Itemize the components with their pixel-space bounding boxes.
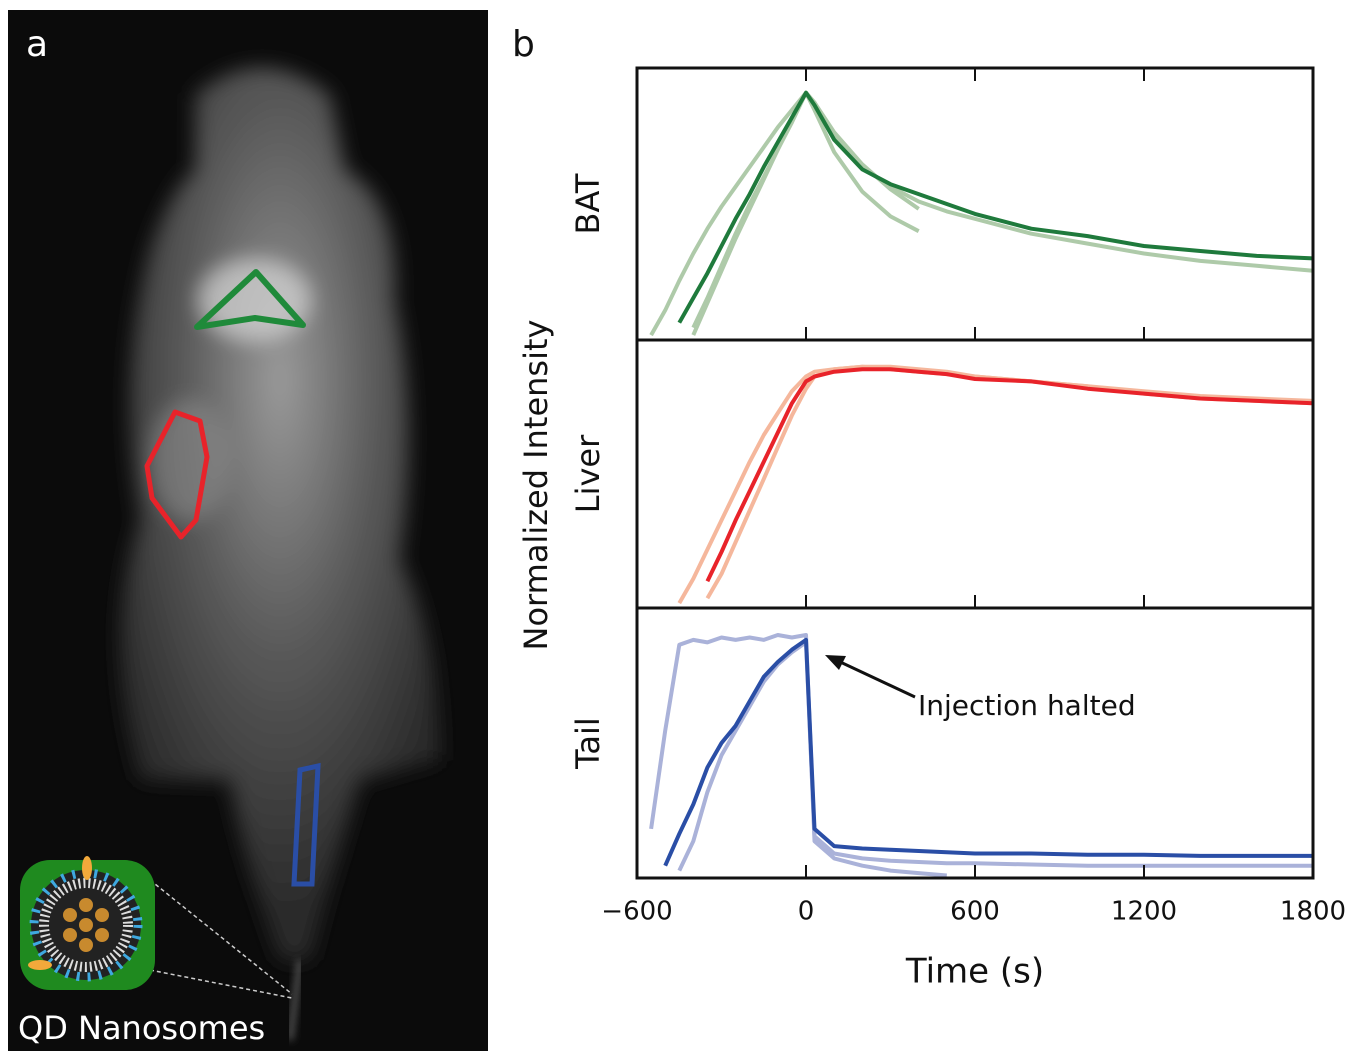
plot-frame bbox=[635, 606, 1315, 880]
data-line bbox=[691, 90, 1314, 336]
x-tick-label: 600 bbox=[950, 897, 1000, 927]
panel-y-label: BAT bbox=[569, 173, 607, 234]
x-tick-label: 1200 bbox=[1111, 897, 1177, 927]
annotation-arrowhead bbox=[825, 655, 846, 670]
annotation: Injection halted bbox=[918, 689, 1136, 722]
data-line bbox=[677, 640, 1313, 872]
x-tick-label: 1800 bbox=[1280, 897, 1346, 927]
panel-y-label: Tail bbox=[569, 717, 607, 770]
panel-y-label: Liver bbox=[569, 434, 607, 513]
mouse-image bbox=[8, 10, 488, 1051]
data-line bbox=[663, 637, 1313, 867]
data-line bbox=[649, 90, 920, 337]
plot-frame bbox=[635, 66, 1315, 342]
panel-label: b bbox=[512, 24, 535, 65]
data-line bbox=[705, 367, 1314, 583]
x-tick-label: −600 bbox=[601, 897, 672, 927]
x-tick-label: 0 bbox=[798, 897, 815, 927]
data-line bbox=[677, 364, 1314, 605]
annotation-arrow bbox=[835, 658, 916, 699]
data-line bbox=[677, 90, 1314, 324]
panel-label: a bbox=[26, 24, 48, 65]
x-axis-label: Time (s) bbox=[905, 952, 1044, 992]
data-line bbox=[649, 633, 947, 878]
y-axis-label: Normalized Intensity bbox=[517, 320, 555, 651]
caption: QD Nanosomes bbox=[18, 1009, 265, 1047]
data-line bbox=[705, 364, 1314, 600]
